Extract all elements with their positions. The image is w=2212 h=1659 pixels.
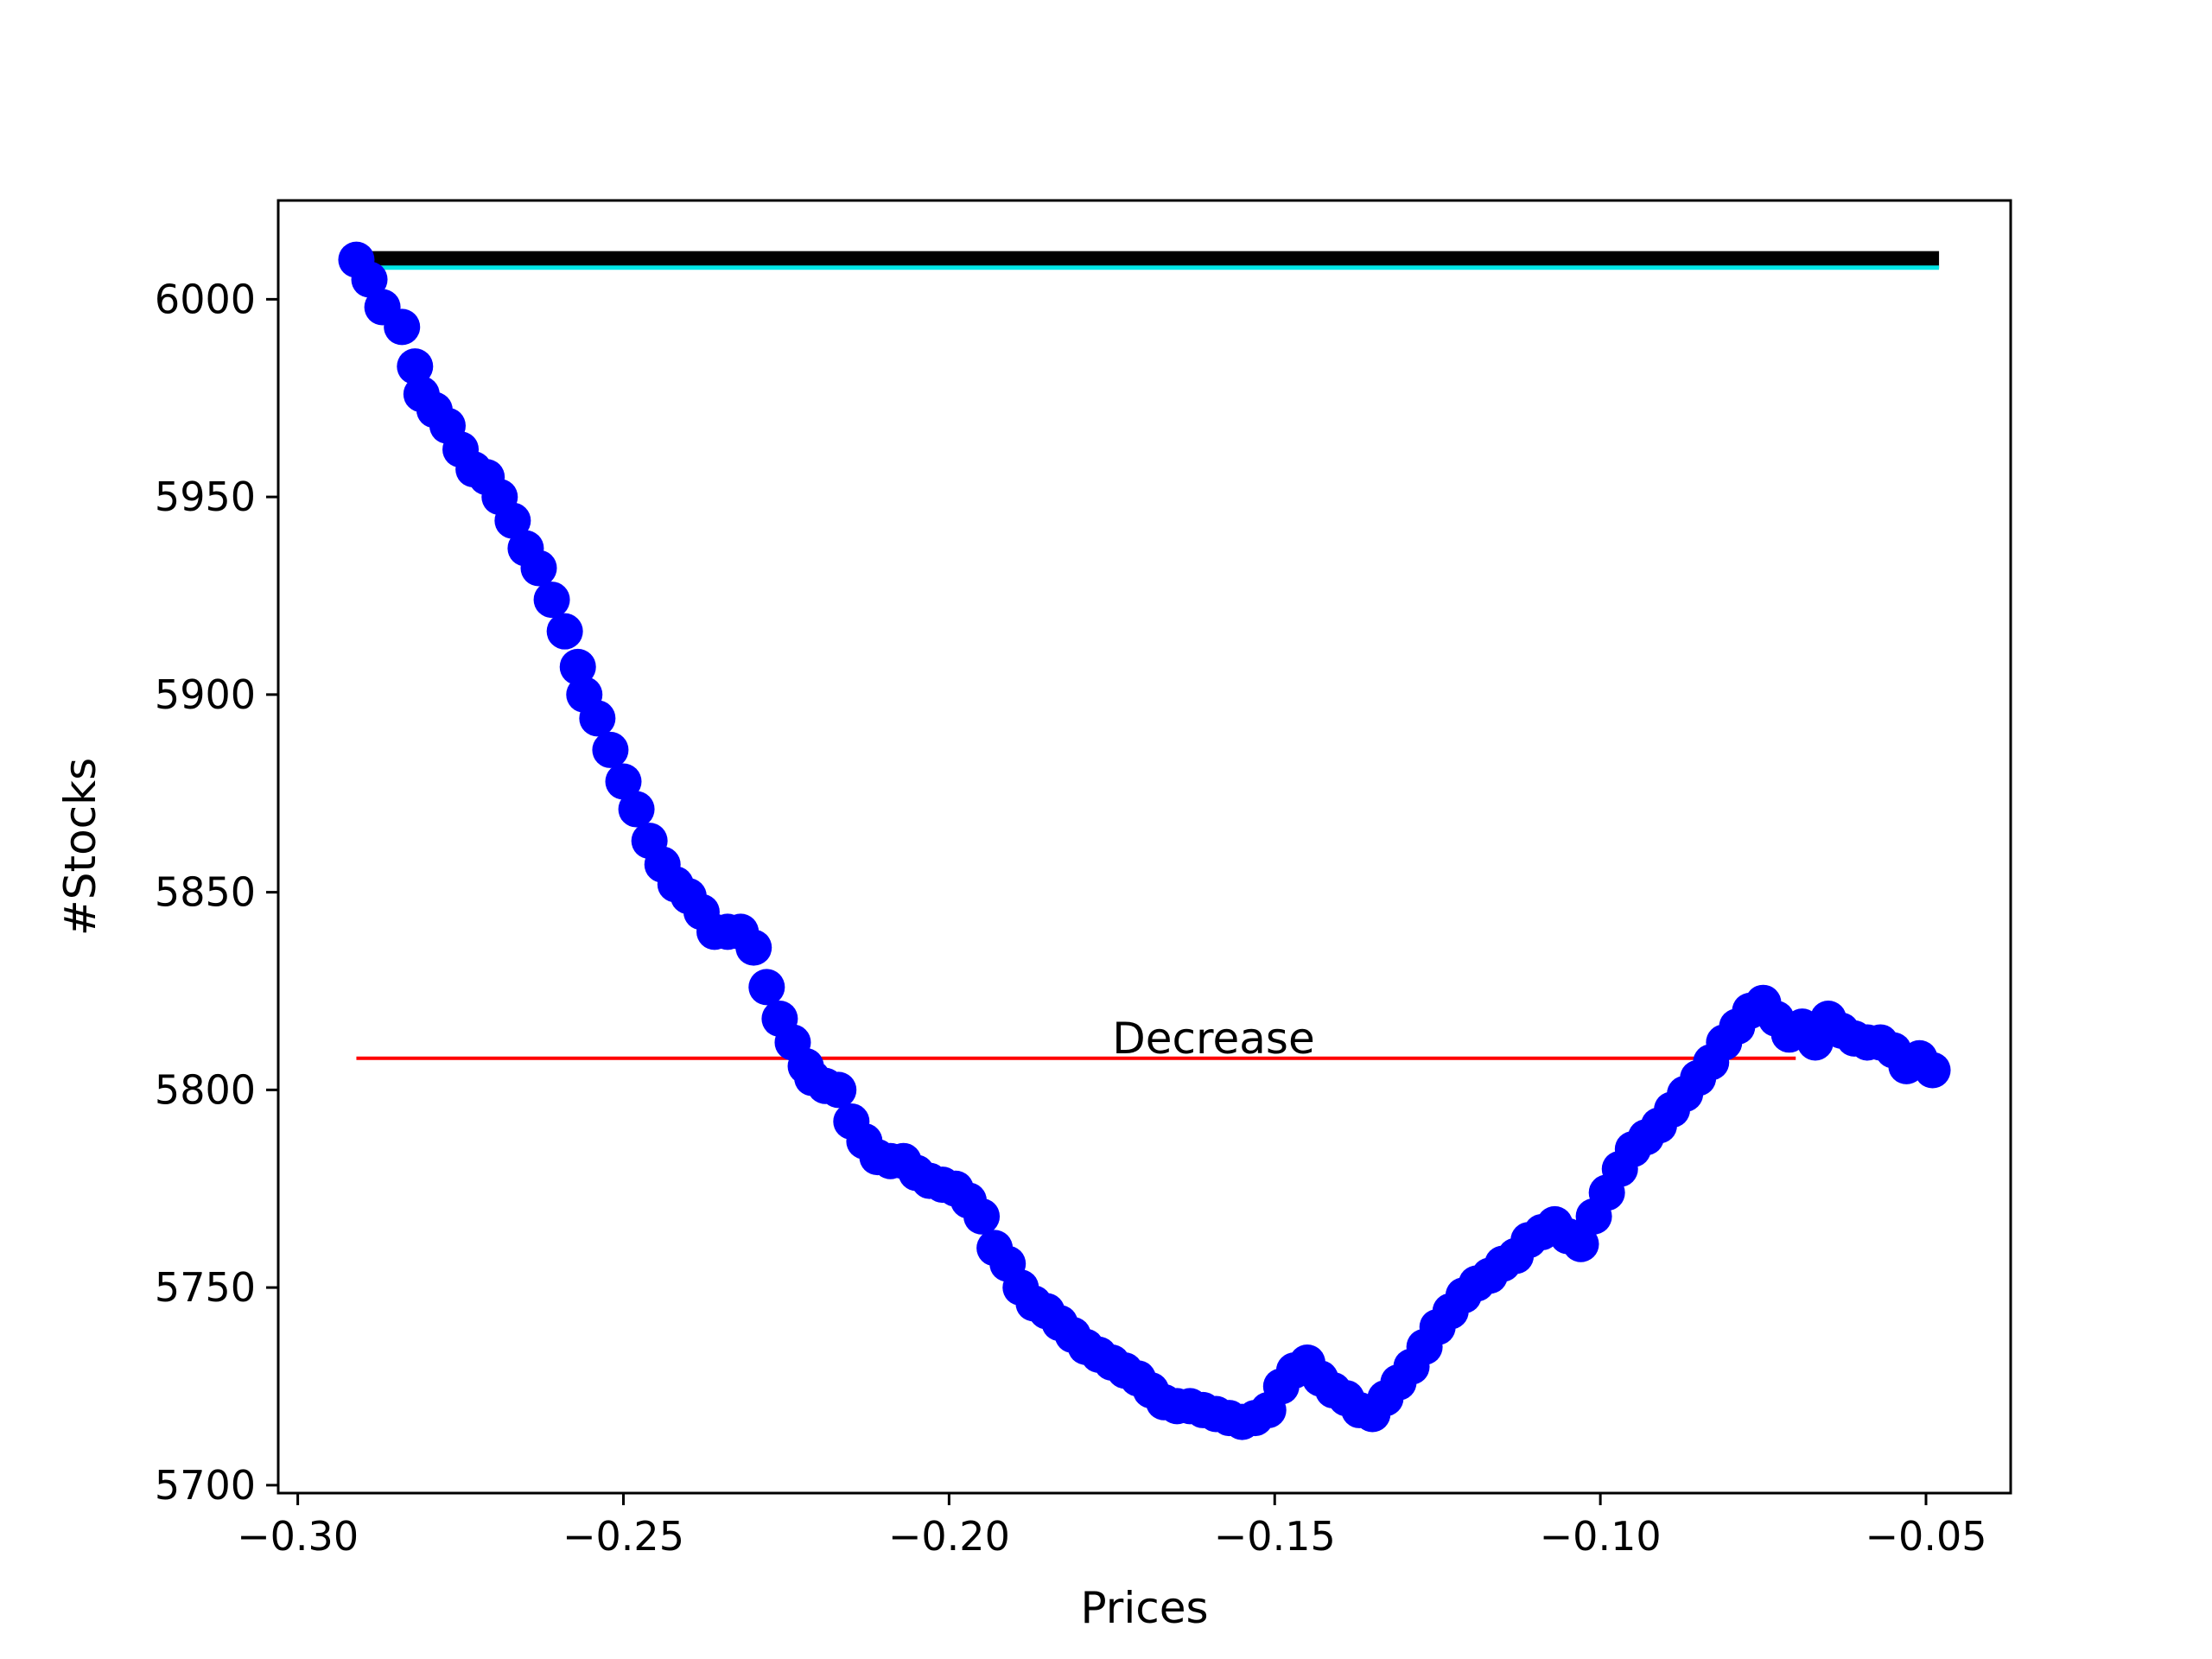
- y-axis-ticks: 5700 5750 5800 5850 5900 5950 6000: [155, 276, 278, 1509]
- x-tick-label: −0.20: [888, 1513, 1010, 1560]
- y-tick-label: 5750: [155, 1264, 256, 1311]
- data-point: [579, 700, 616, 737]
- data-point: [559, 648, 596, 685]
- data-point: [618, 791, 655, 828]
- y-tick-label: 6000: [155, 276, 256, 322]
- x-tick-label: −0.05: [1866, 1513, 1987, 1560]
- data-point: [1914, 1052, 1951, 1089]
- data-point: [397, 348, 434, 385]
- data-point: [384, 308, 421, 346]
- y-tick-label: 5950: [155, 474, 256, 520]
- data-point: [1562, 1225, 1599, 1262]
- annotation-label: Decrease: [1112, 1014, 1314, 1064]
- y-tick-label: 5700: [155, 1462, 256, 1509]
- reference-lines: [356, 251, 1940, 1060]
- x-axis-ticks: −0.30 −0.25 −0.20 −0.15 −0.10 −0.05: [237, 1493, 1986, 1560]
- data-point: [735, 929, 772, 966]
- data-point: [533, 582, 570, 619]
- data-point: [748, 969, 785, 1006]
- y-axis-label: #Stocks: [55, 758, 105, 936]
- data-point: [605, 763, 642, 800]
- data-points: [338, 241, 1951, 1440]
- x-tick-label: −0.25: [563, 1513, 684, 1560]
- x-axis-label: Prices: [1080, 1583, 1208, 1633]
- data-point: [351, 261, 388, 298]
- data-point: [820, 1071, 857, 1109]
- axes-frame: [276, 199, 2012, 1495]
- x-tick-label: −0.30: [237, 1513, 359, 1560]
- y-tick-label: 5800: [155, 1066, 256, 1113]
- data-point: [963, 1198, 1001, 1235]
- x-tick-label: −0.15: [1214, 1513, 1336, 1560]
- data-point: [494, 502, 531, 539]
- data-point: [592, 731, 629, 768]
- x-tick-label: −0.10: [1540, 1513, 1662, 1560]
- y-tick-label: 5850: [155, 869, 256, 916]
- data-point: [520, 550, 557, 587]
- data-point: [546, 613, 583, 650]
- y-tick-label: 5900: [155, 671, 256, 718]
